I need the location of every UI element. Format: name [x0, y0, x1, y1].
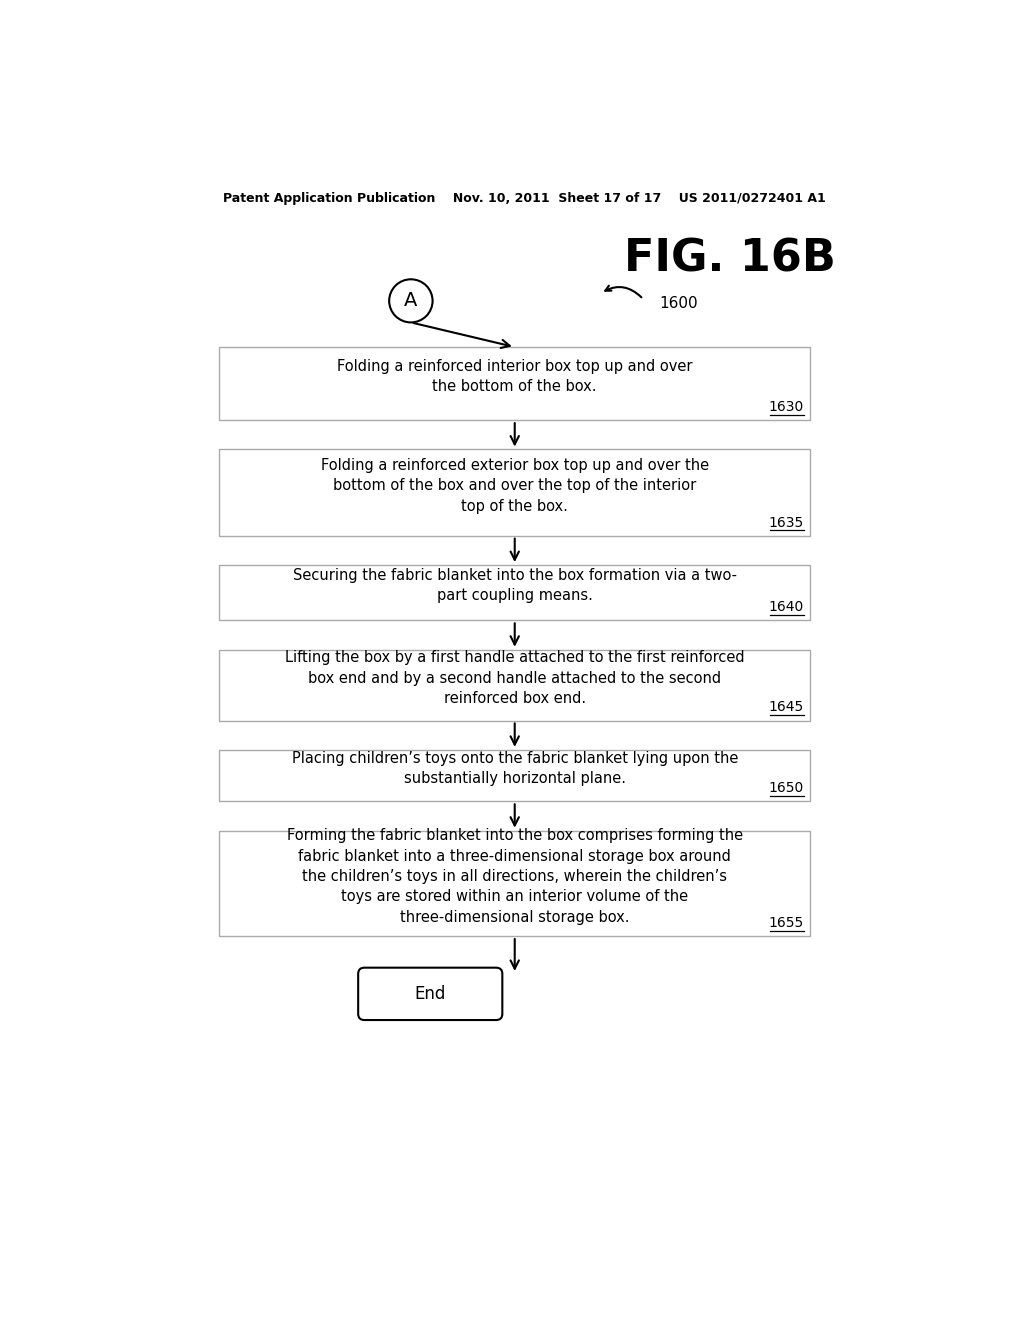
Bar [219, 750, 810, 801]
Text: 1640: 1640 [769, 601, 804, 614]
FancyBboxPatch shape [358, 968, 503, 1020]
Text: 1600: 1600 [659, 296, 698, 310]
Text: A: A [404, 292, 418, 310]
Text: Lifting the box by a first handle attached to the first reinforced
box end and b: Lifting the box by a first handle attach… [285, 651, 744, 706]
Bar [219, 830, 810, 936]
Text: 1655: 1655 [769, 916, 804, 929]
Text: Folding a reinforced exterior box top up and over the
bottom of the box and over: Folding a reinforced exterior box top up… [321, 458, 709, 513]
Text: FIG. 16B: FIG. 16B [624, 238, 836, 280]
Bar [219, 347, 810, 420]
Circle shape [389, 280, 432, 322]
Text: Placing children’s toys onto the fabric blanket lying upon the
substantially hor: Placing children’s toys onto the fabric … [292, 751, 738, 787]
Text: Forming the fabric blanket into the box comprises forming the
fabric blanket int: Forming the fabric blanket into the box … [287, 828, 742, 925]
Bar [219, 649, 810, 721]
Text: End: End [415, 985, 445, 1003]
Bar [219, 565, 810, 620]
Bar [219, 449, 810, 536]
Text: 1650: 1650 [769, 781, 804, 795]
Text: 1635: 1635 [769, 516, 804, 529]
Text: 1645: 1645 [769, 701, 804, 714]
Text: 1630: 1630 [769, 400, 804, 414]
Text: Folding a reinforced interior box top up and over
the bottom of the box.: Folding a reinforced interior box top up… [337, 359, 692, 395]
Text: Securing the fabric blanket into the box formation via a two-
part coupling mean: Securing the fabric blanket into the box… [293, 568, 736, 603]
Text: Patent Application Publication    Nov. 10, 2011  Sheet 17 of 17    US 2011/02724: Patent Application Publication Nov. 10, … [223, 191, 826, 205]
